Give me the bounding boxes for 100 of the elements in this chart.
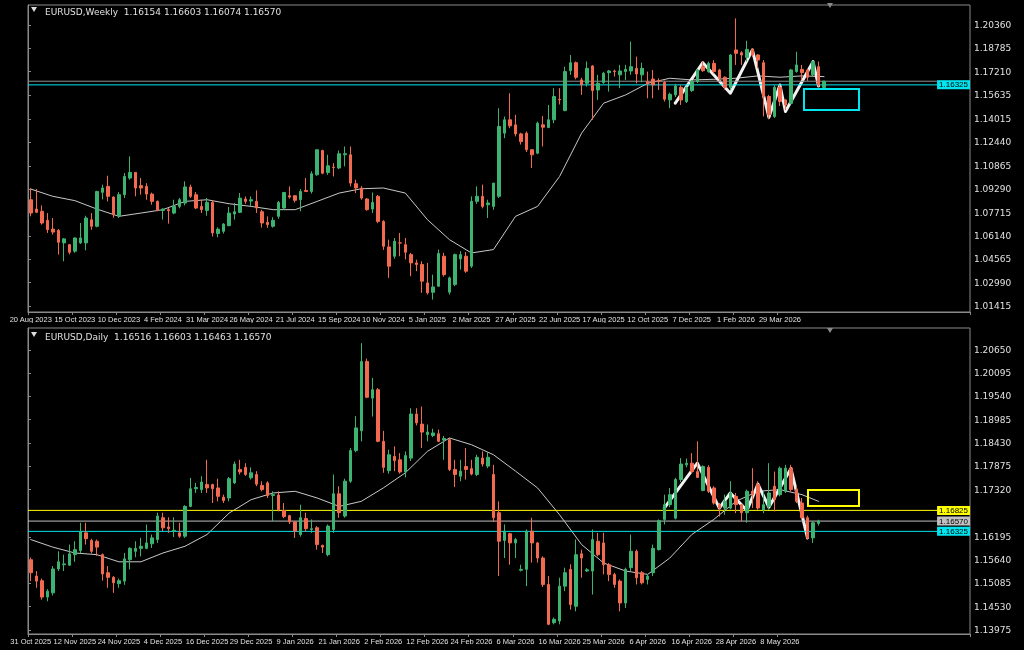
y-tick-label: 1.17210 <box>974 66 1012 77</box>
candlestick <box>112 575 115 594</box>
candlestick <box>635 56 638 84</box>
candlestick <box>349 447 352 484</box>
candlestick <box>789 68 793 106</box>
candlestick <box>288 514 291 525</box>
candlestick <box>574 539 578 612</box>
candlestick <box>189 477 192 508</box>
candlestick <box>773 84 776 119</box>
candlestick <box>387 239 391 279</box>
candlestick <box>745 489 749 524</box>
line-series <box>30 75 825 254</box>
candlestick <box>106 175 110 202</box>
candlestick <box>266 480 269 499</box>
candlestick <box>227 206 231 227</box>
candlestick <box>668 92 672 109</box>
candlestick <box>723 75 727 91</box>
candlestick <box>117 191 121 219</box>
candlestick <box>464 251 468 274</box>
candlestick <box>701 61 705 73</box>
candlestick <box>530 148 534 169</box>
y-tick-label: 1.18785 <box>974 43 1012 54</box>
candlestick <box>751 47 754 58</box>
candlestick <box>508 92 512 129</box>
candlestick <box>40 204 44 226</box>
candlestick <box>227 476 231 502</box>
candlestick <box>326 154 330 176</box>
candlestick <box>541 555 545 588</box>
candlestick <box>299 188 302 212</box>
candlestick <box>442 435 446 461</box>
ref-line-label: 1.16325 <box>939 80 969 90</box>
candlestick <box>293 194 297 203</box>
candlestick <box>778 466 782 497</box>
candlestick <box>563 66 567 112</box>
candlestick <box>596 74 600 101</box>
candlestick <box>734 17 738 66</box>
candlestick <box>536 541 539 564</box>
candlestick <box>172 516 176 538</box>
candlestick <box>514 114 517 137</box>
candlestick <box>718 502 721 517</box>
candlestick <box>189 184 192 199</box>
candlestick <box>260 209 264 229</box>
candlestick <box>161 207 165 221</box>
candlestick <box>90 212 93 231</box>
candlestick <box>62 237 66 262</box>
y-tick-label: 1.14530 <box>974 601 1012 612</box>
candlestick <box>73 540 77 563</box>
candlestick <box>448 276 451 295</box>
candlestick <box>696 68 699 84</box>
candlestick <box>613 572 616 589</box>
y-tick-label: 1.15640 <box>974 555 1012 566</box>
candlestick <box>762 490 765 514</box>
candlestick <box>139 537 143 557</box>
y-tick-label: 1.07715 <box>974 207 1012 218</box>
candlestick <box>574 61 578 80</box>
y-tick-label: 1.20650 <box>974 344 1012 355</box>
candlestick <box>497 107 501 199</box>
y-tick-label: 1.17875 <box>974 461 1012 472</box>
candlestick <box>46 212 49 234</box>
candlestick <box>40 578 44 601</box>
candlestick <box>128 155 132 181</box>
candlestick <box>712 59 716 74</box>
candlestick <box>315 149 319 177</box>
y-tick-label: 1.04565 <box>974 254 1012 265</box>
candlestick <box>382 430 385 474</box>
candlestick <box>718 68 721 82</box>
candlestick <box>233 202 236 221</box>
candlestick <box>101 184 104 200</box>
candlestick <box>751 467 754 509</box>
y-tick-label: 1.13975 <box>974 625 1012 636</box>
candlestick <box>657 518 661 551</box>
candlestick <box>613 69 616 78</box>
ref-line-label: 1.16570 <box>939 516 969 526</box>
candlestick <box>57 550 60 572</box>
y-tick-label: 1.15635 <box>974 90 1012 101</box>
candlestick <box>360 185 363 201</box>
candlestick <box>707 464 710 494</box>
y-tick-label: 1.20095 <box>974 368 1012 379</box>
candlestick <box>299 504 302 538</box>
candlestick <box>156 199 159 212</box>
candlestick <box>288 185 291 200</box>
candlestick <box>657 77 661 91</box>
candlestick <box>448 437 451 472</box>
candlestick <box>266 215 269 229</box>
candlestick <box>332 162 335 177</box>
candlestick <box>795 485 798 504</box>
candlestick <box>778 84 782 107</box>
candlestick <box>784 98 787 111</box>
candlestick <box>51 217 55 236</box>
candlestick <box>481 450 484 468</box>
candlestick <box>674 477 677 520</box>
candlestick <box>62 554 66 572</box>
candlestick <box>646 573 649 585</box>
candlestick <box>376 194 380 224</box>
ref-line-label: 1.16825 <box>939 505 969 515</box>
candlestick <box>640 62 644 83</box>
candlestick <box>580 77 583 96</box>
candlestick <box>123 552 126 586</box>
candlestick <box>822 80 826 90</box>
candlestick <box>84 215 88 251</box>
